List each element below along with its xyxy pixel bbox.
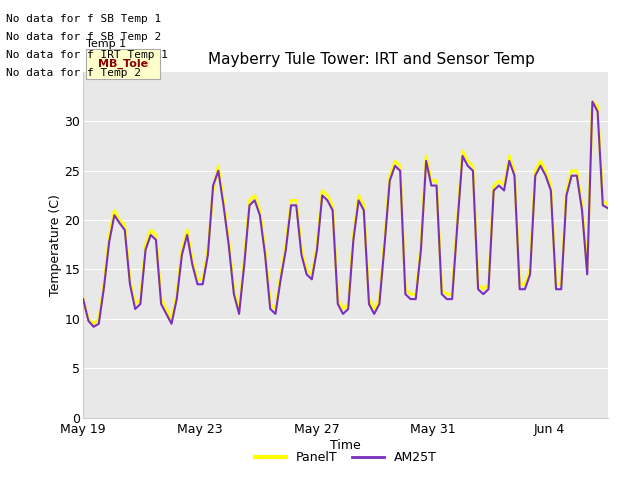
PanelT <box>589 99 596 105</box>
Line: AM25T: AM25T <box>83 102 608 327</box>
Line: PanelT: PanelT <box>83 102 608 324</box>
PanelT <box>604 203 612 208</box>
AM25T <box>199 281 207 287</box>
Text: Temp 1: Temp 1 <box>86 39 127 49</box>
AM25T <box>604 205 612 211</box>
AM25T <box>454 222 461 228</box>
PanelT <box>495 178 503 183</box>
AM25T <box>90 324 97 330</box>
AM25T <box>79 296 87 302</box>
Text: No data for f SB Temp 2: No data for f SB Temp 2 <box>6 32 162 42</box>
AM25T <box>589 99 596 105</box>
PanelT <box>324 192 332 198</box>
PanelT <box>199 276 207 282</box>
PanelT <box>183 227 191 233</box>
X-axis label: Time: Time <box>330 439 361 452</box>
AM25T <box>495 183 503 189</box>
PanelT <box>79 296 87 302</box>
Text: No data for f IRT Temp 1: No data for f IRT Temp 1 <box>6 50 168 60</box>
AM25T <box>324 197 332 203</box>
AM25T <box>183 232 191 238</box>
Text: No data for f SB Temp 1: No data for f SB Temp 1 <box>6 13 162 24</box>
PanelT <box>536 158 544 164</box>
PanelT <box>454 217 461 223</box>
Text: No data for f Temp 2: No data for f Temp 2 <box>6 68 141 78</box>
Legend: PanelT, AM25T: PanelT, AM25T <box>250 446 442 469</box>
PanelT <box>90 321 97 327</box>
Text: MB_Tole: MB_Tole <box>98 59 148 70</box>
Y-axis label: Temperature (C): Temperature (C) <box>49 194 62 296</box>
Title: Mayberry Tule Tower: IRT and Sensor Temp: Mayberry Tule Tower: IRT and Sensor Temp <box>209 52 535 67</box>
AM25T <box>536 163 544 168</box>
